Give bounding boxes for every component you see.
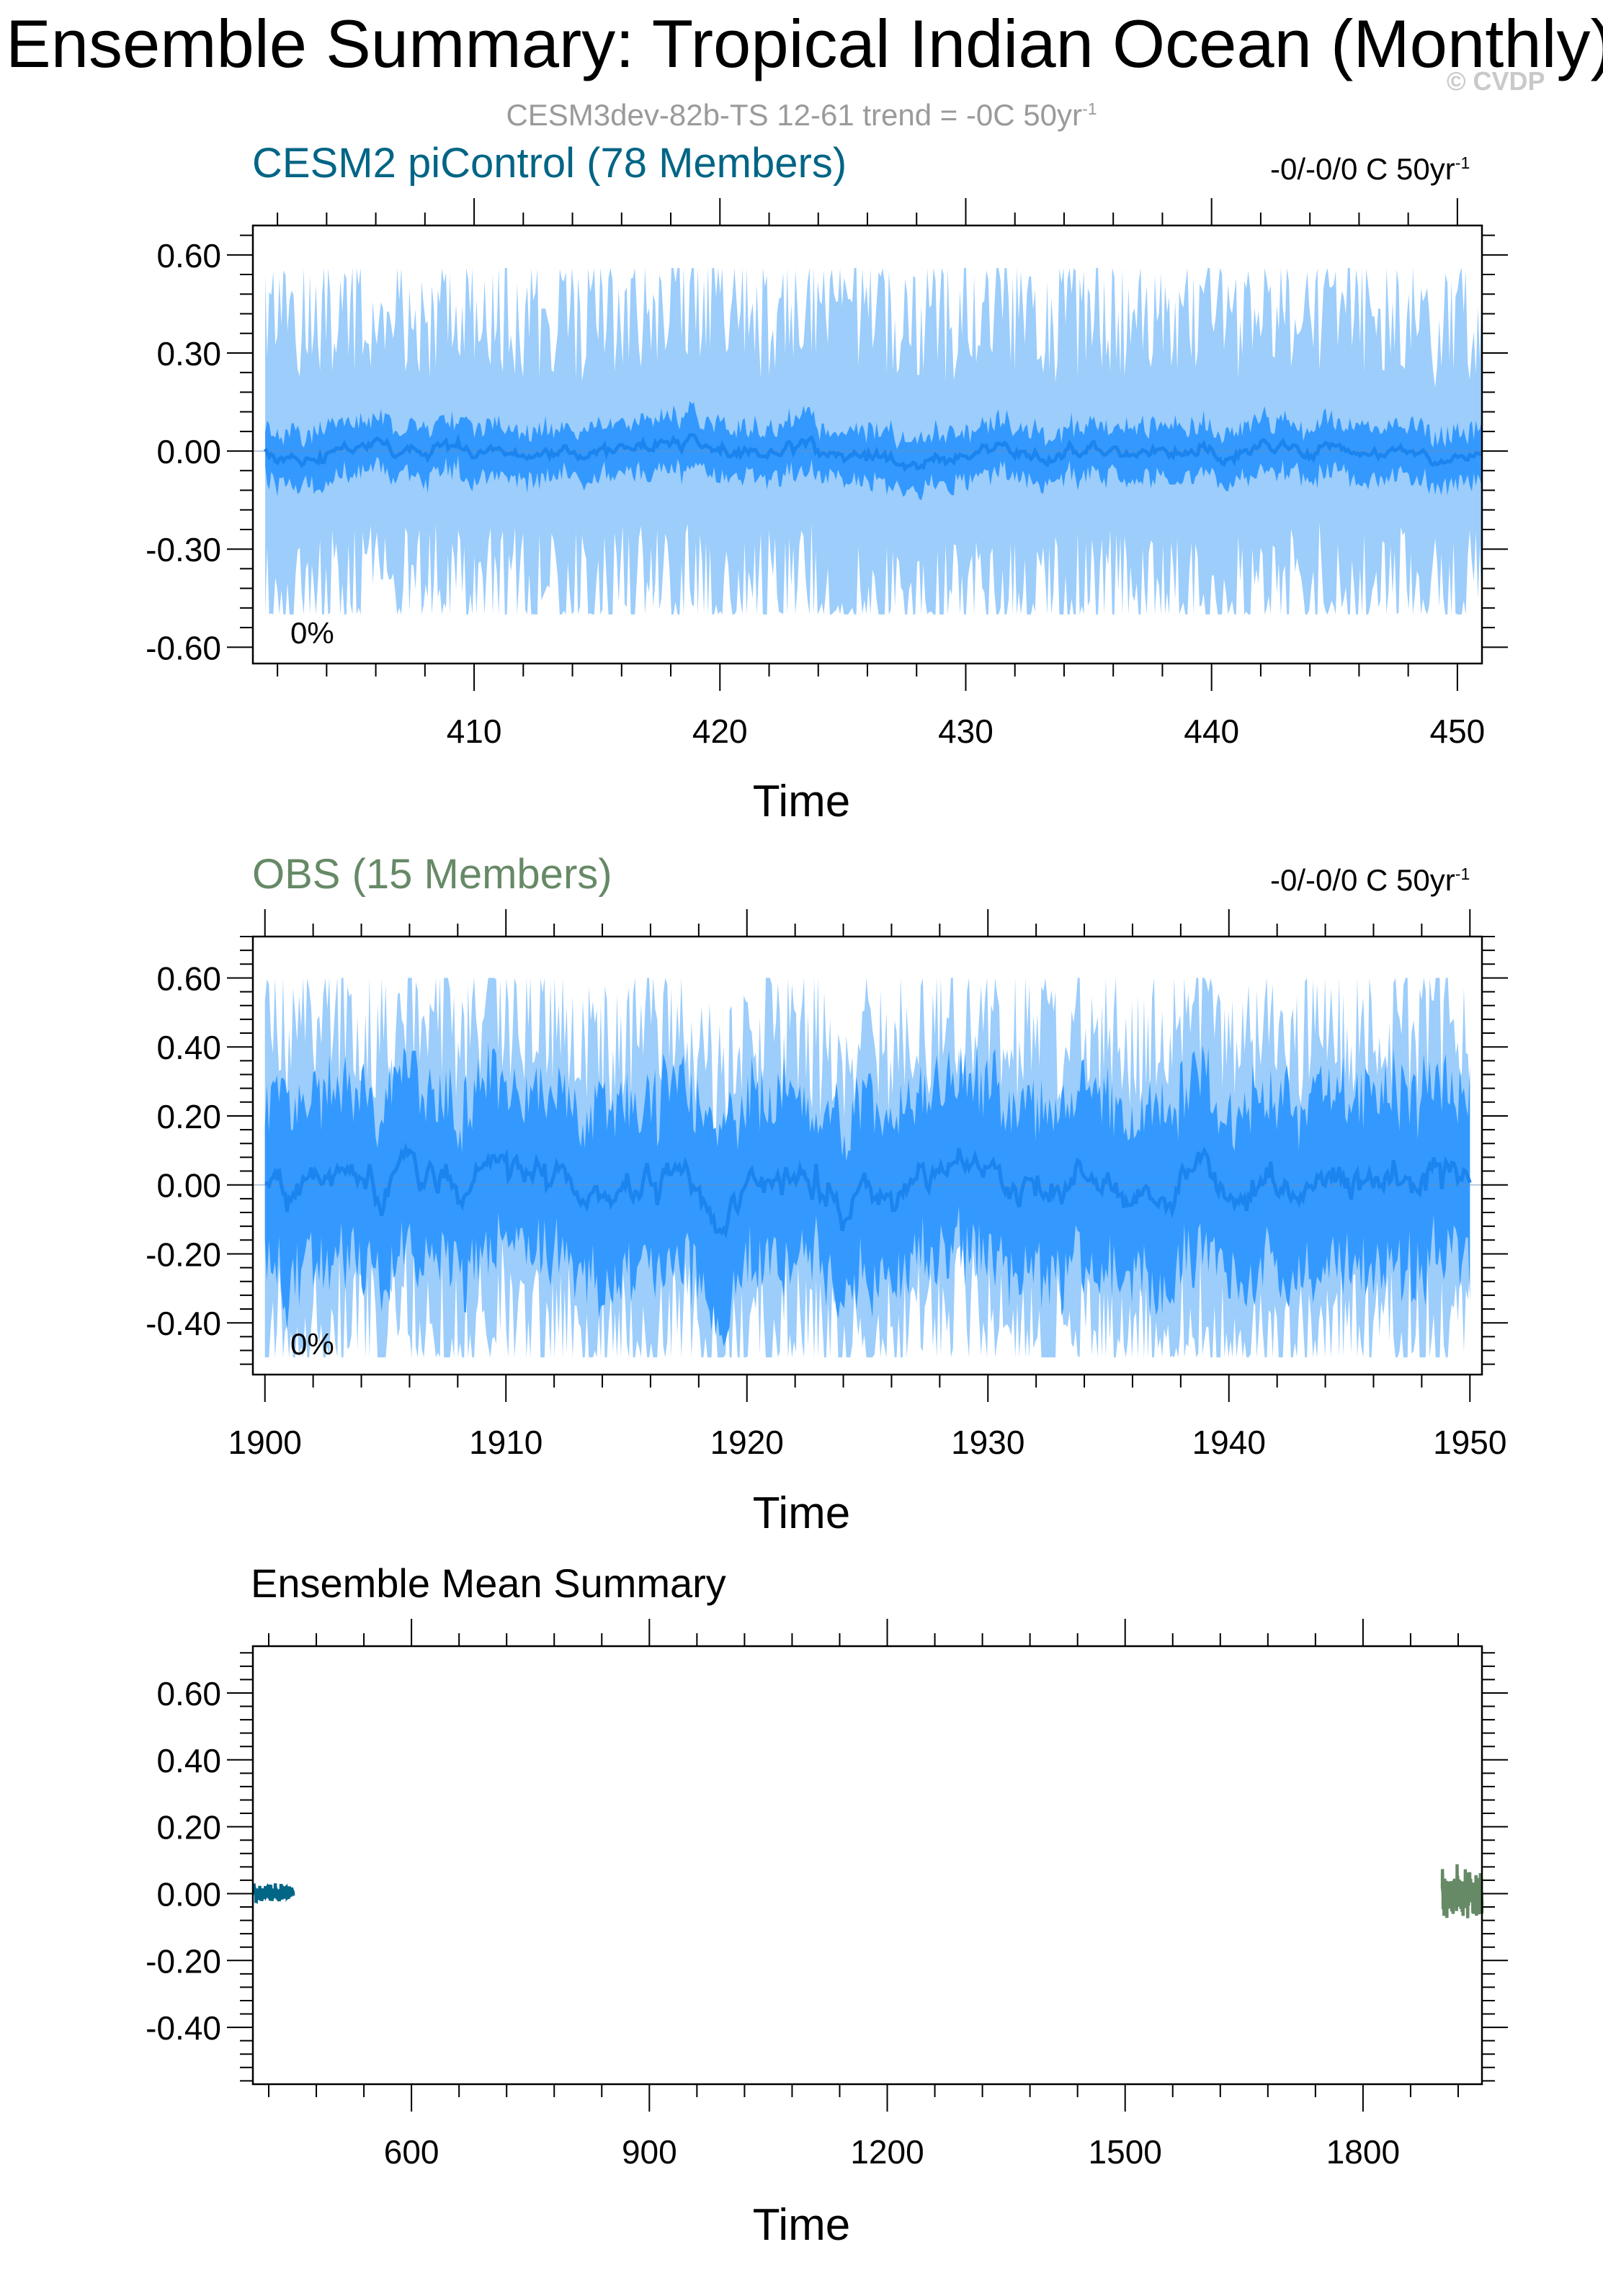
y-tick-label: 0.60	[156, 237, 221, 274]
panel3-title: Ensemble Mean Summary	[251, 1560, 726, 1606]
panel3-xlabel: Time	[752, 2200, 851, 2250]
y-tick-label: -0.40	[146, 1305, 221, 1342]
x-tick-label: 420	[692, 713, 748, 750]
panel1-trend: -0/-0/0 C 50yr-1	[1270, 154, 1470, 184]
x-tick-label: 1500	[1089, 2133, 1162, 2171]
x-tick-label: 410	[447, 713, 502, 750]
y-tick-label: 0.20	[156, 1098, 221, 1135]
x-tick-label: 1900	[228, 1424, 302, 1461]
y-tick-label: 0.40	[156, 1742, 221, 1779]
panel1-trend-exponent: -1	[1455, 153, 1470, 172]
panel2-xlabel: Time	[752, 1488, 851, 1538]
panel1-trend-text: -0/-0/0 C 50yr	[1270, 152, 1455, 186]
subtitle-text: CESM3dev-82b-TS 12-61 trend = -0C 50yr	[506, 98, 1082, 132]
panel1-axes: -0.60 -0.30 0.00 0.30 0.60 410 420 430 440 450	[146, 198, 1508, 750]
panel2-frame	[251, 935, 1483, 1376]
page-title: Ensemble Summary: Tropical Indian Ocean …	[6, 6, 1603, 81]
summary-series-2-line	[1440, 1864, 1484, 1918]
panel2-axes: -0.40 -0.20 0.00 0.20 0.40 0.60 1900 1910 1920 19…	[146, 909, 1508, 1461]
summary-series-1-line	[251, 1882, 295, 1905]
y-tick-label: -0.60	[146, 629, 221, 666]
panel2-percent-label: 0%	[290, 1327, 334, 1361]
y-tick-label: 0.60	[156, 1675, 221, 1712]
panel2-trend-text: -0/-0/0 C 50yr	[1270, 863, 1455, 897]
y-tick-label: -0.20	[146, 1236, 221, 1273]
panel1-title: CESM2 piControl (78 Members)	[252, 140, 847, 187]
y-tick-label: 0.00	[156, 1875, 221, 1913]
page-subtitle: CESM3dev-82b-TS 12-61 trend = -0C 50yr-1	[0, 98, 1603, 133]
panel2-percentile-band	[264, 1041, 1470, 1346]
x-tick-label: 900	[622, 2133, 677, 2171]
y-tick-label: 0.30	[156, 335, 221, 372]
x-tick-label: 440	[1184, 713, 1239, 750]
y-tick-label: 0.40	[156, 1029, 221, 1066]
x-tick-label: 1910	[469, 1424, 542, 1461]
y-tick-label: -0.20	[146, 1942, 221, 1980]
panel1-frame	[251, 224, 1483, 665]
x-tick-label: 1800	[1326, 2133, 1400, 2171]
x-tick-label: 600	[384, 2133, 439, 2171]
panel2-ensemble-mean-line	[264, 1142, 1472, 1239]
x-tick-label: 450	[1430, 713, 1486, 750]
panel3-axes: -0.40 -0.20 0.00 0.20 0.40 0.60 600 900 1200 1500…	[146, 1619, 1508, 2171]
watermark: © CVDP	[1447, 66, 1545, 96]
x-tick-label: 430	[938, 713, 993, 750]
panel3-frame	[251, 1645, 1483, 2086]
x-tick-label: 1930	[951, 1424, 1024, 1461]
x-tick-label: 1950	[1433, 1424, 1506, 1461]
x-tick-label: 1920	[710, 1424, 784, 1461]
y-tick-label: 0.00	[156, 433, 221, 470]
y-tick-label: 0.00	[156, 1167, 221, 1205]
x-tick-label: 1940	[1192, 1424, 1266, 1461]
y-tick-label: 0.60	[156, 960, 221, 997]
y-tick-label: -0.40	[146, 2009, 221, 2047]
panel1-ensemble-mean-line	[263, 433, 1483, 473]
panel2-trend-exponent: -1	[1455, 865, 1470, 883]
x-tick-label: 1200	[850, 2133, 924, 2171]
panel1-percent-label: 0%	[290, 616, 334, 650]
subtitle-exponent: -1	[1082, 99, 1097, 118]
y-tick-label: -0.30	[146, 531, 221, 568]
y-tick-label: 0.20	[156, 1809, 221, 1846]
panel2-trend: -0/-0/0 C 50yr-1	[1270, 865, 1470, 895]
panel1-xlabel: Time	[752, 777, 851, 826]
panel2-title: OBS (15 Members)	[252, 851, 612, 898]
